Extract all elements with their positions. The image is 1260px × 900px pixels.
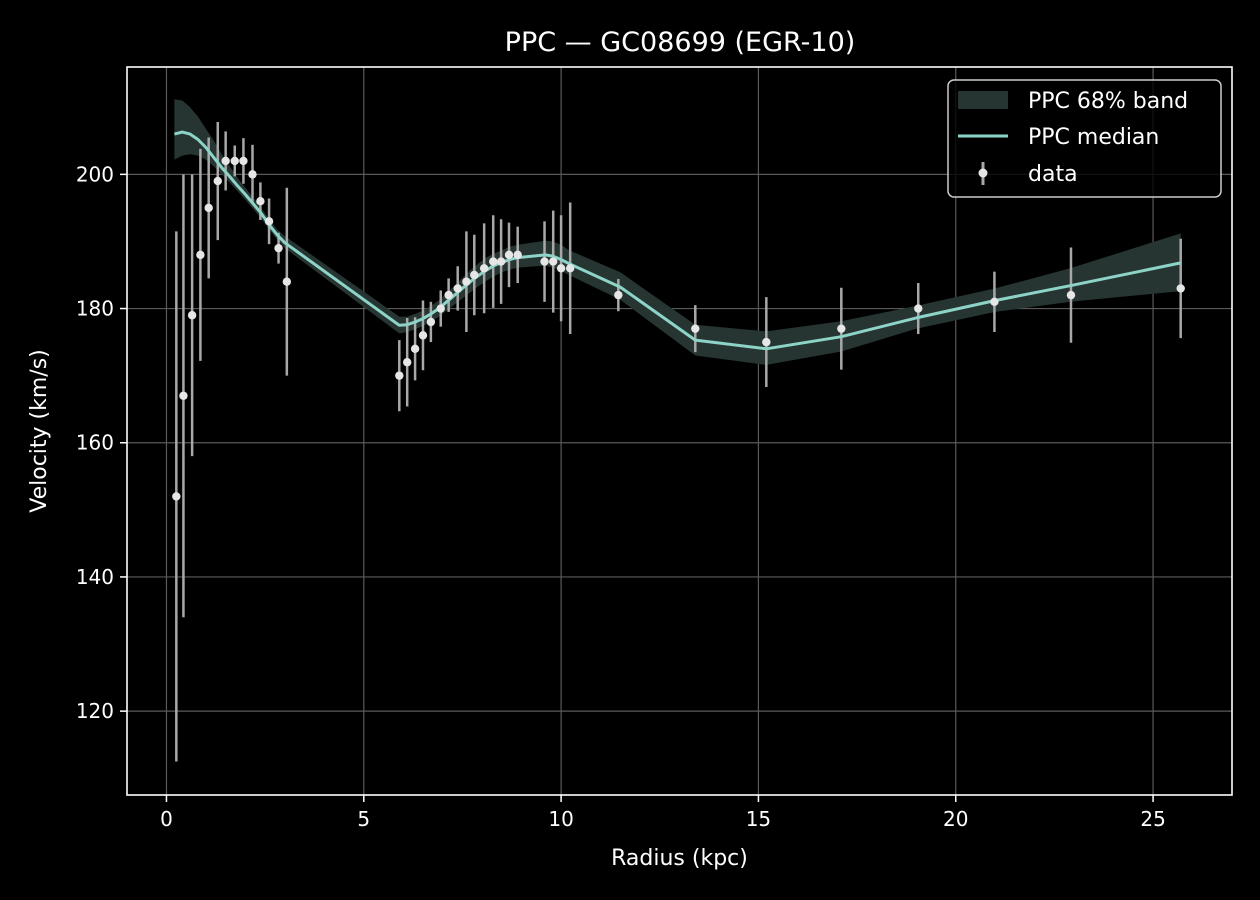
data-point	[444, 290, 453, 300]
data-point	[418, 331, 428, 340]
chart-title: PPC — GC08699 (EGR-10)	[505, 27, 856, 58]
data-point	[1176, 284, 1185, 293]
data-point	[282, 277, 292, 286]
y-tick-label: 160	[76, 431, 114, 455]
data-point	[549, 257, 558, 266]
x-tick-label: 5	[357, 807, 370, 831]
data-point	[990, 297, 999, 307]
x-tick-label: 20	[943, 807, 968, 831]
legend-frame	[947, 79, 1222, 198]
data-point	[513, 250, 522, 260]
data-point	[565, 264, 575, 273]
y-axis-label: Velocity (km/s)	[27, 349, 52, 513]
data-point	[213, 176, 222, 186]
data-point	[221, 156, 230, 166]
x-tick-label: 0	[160, 807, 173, 831]
legend: PPC 68% band PPC median data	[947, 79, 1222, 198]
y-tick-label: 180	[76, 297, 114, 321]
legend-band-swatch	[958, 91, 1008, 109]
data-point	[470, 270, 479, 280]
data-point	[489, 257, 498, 266]
data-point	[462, 277, 471, 286]
data-point	[1066, 290, 1076, 300]
data-point	[274, 243, 283, 253]
data-point	[614, 290, 623, 300]
data-points-layer	[172, 156, 1185, 501]
data-point	[496, 257, 506, 266]
data-point	[691, 324, 700, 333]
data-point	[248, 170, 257, 179]
y-tick-label: 200	[76, 162, 114, 186]
data-point	[453, 284, 462, 293]
data-point	[540, 257, 549, 266]
legend-label-data: data	[1028, 162, 1078, 187]
data-point	[556, 264, 566, 273]
data-point	[436, 304, 445, 313]
data-point	[196, 250, 205, 260]
data-point	[426, 317, 436, 327]
x-axis-ticks: 0 5 10 15 20 25	[160, 795, 1166, 831]
y-tick-label: 120	[76, 699, 114, 723]
x-tick-label: 25	[1140, 807, 1165, 831]
data-point	[264, 217, 274, 226]
x-tick-label: 10	[548, 807, 573, 831]
data-point	[479, 264, 489, 273]
ppc-median-layer	[174, 130, 1182, 351]
x-tick-label: 15	[746, 807, 771, 831]
data-point	[230, 156, 239, 166]
data-point	[410, 344, 420, 354]
data-point	[204, 203, 213, 213]
data-point	[239, 156, 248, 166]
data-point	[402, 358, 412, 367]
data-point	[395, 371, 404, 380]
plot-frame	[126, 66, 1233, 796]
y-axis-ticks: 120 140 160 180 200	[76, 162, 127, 723]
legend-label-median: PPC median	[1028, 125, 1159, 150]
data-point	[837, 324, 846, 333]
legend-data-marker	[978, 168, 988, 178]
data-point	[172, 492, 181, 501]
data-point	[504, 250, 514, 260]
data-point	[187, 311, 197, 320]
ppc-median-line	[174, 130, 1182, 351]
data-point	[256, 196, 265, 206]
y-tick-label: 140	[76, 565, 114, 589]
data-point	[762, 337, 771, 347]
data-point	[179, 391, 188, 400]
x-axis-label: Radius (kpc)	[611, 846, 748, 871]
data-point	[914, 304, 923, 313]
legend-label-band: PPC 68% band	[1028, 89, 1188, 114]
